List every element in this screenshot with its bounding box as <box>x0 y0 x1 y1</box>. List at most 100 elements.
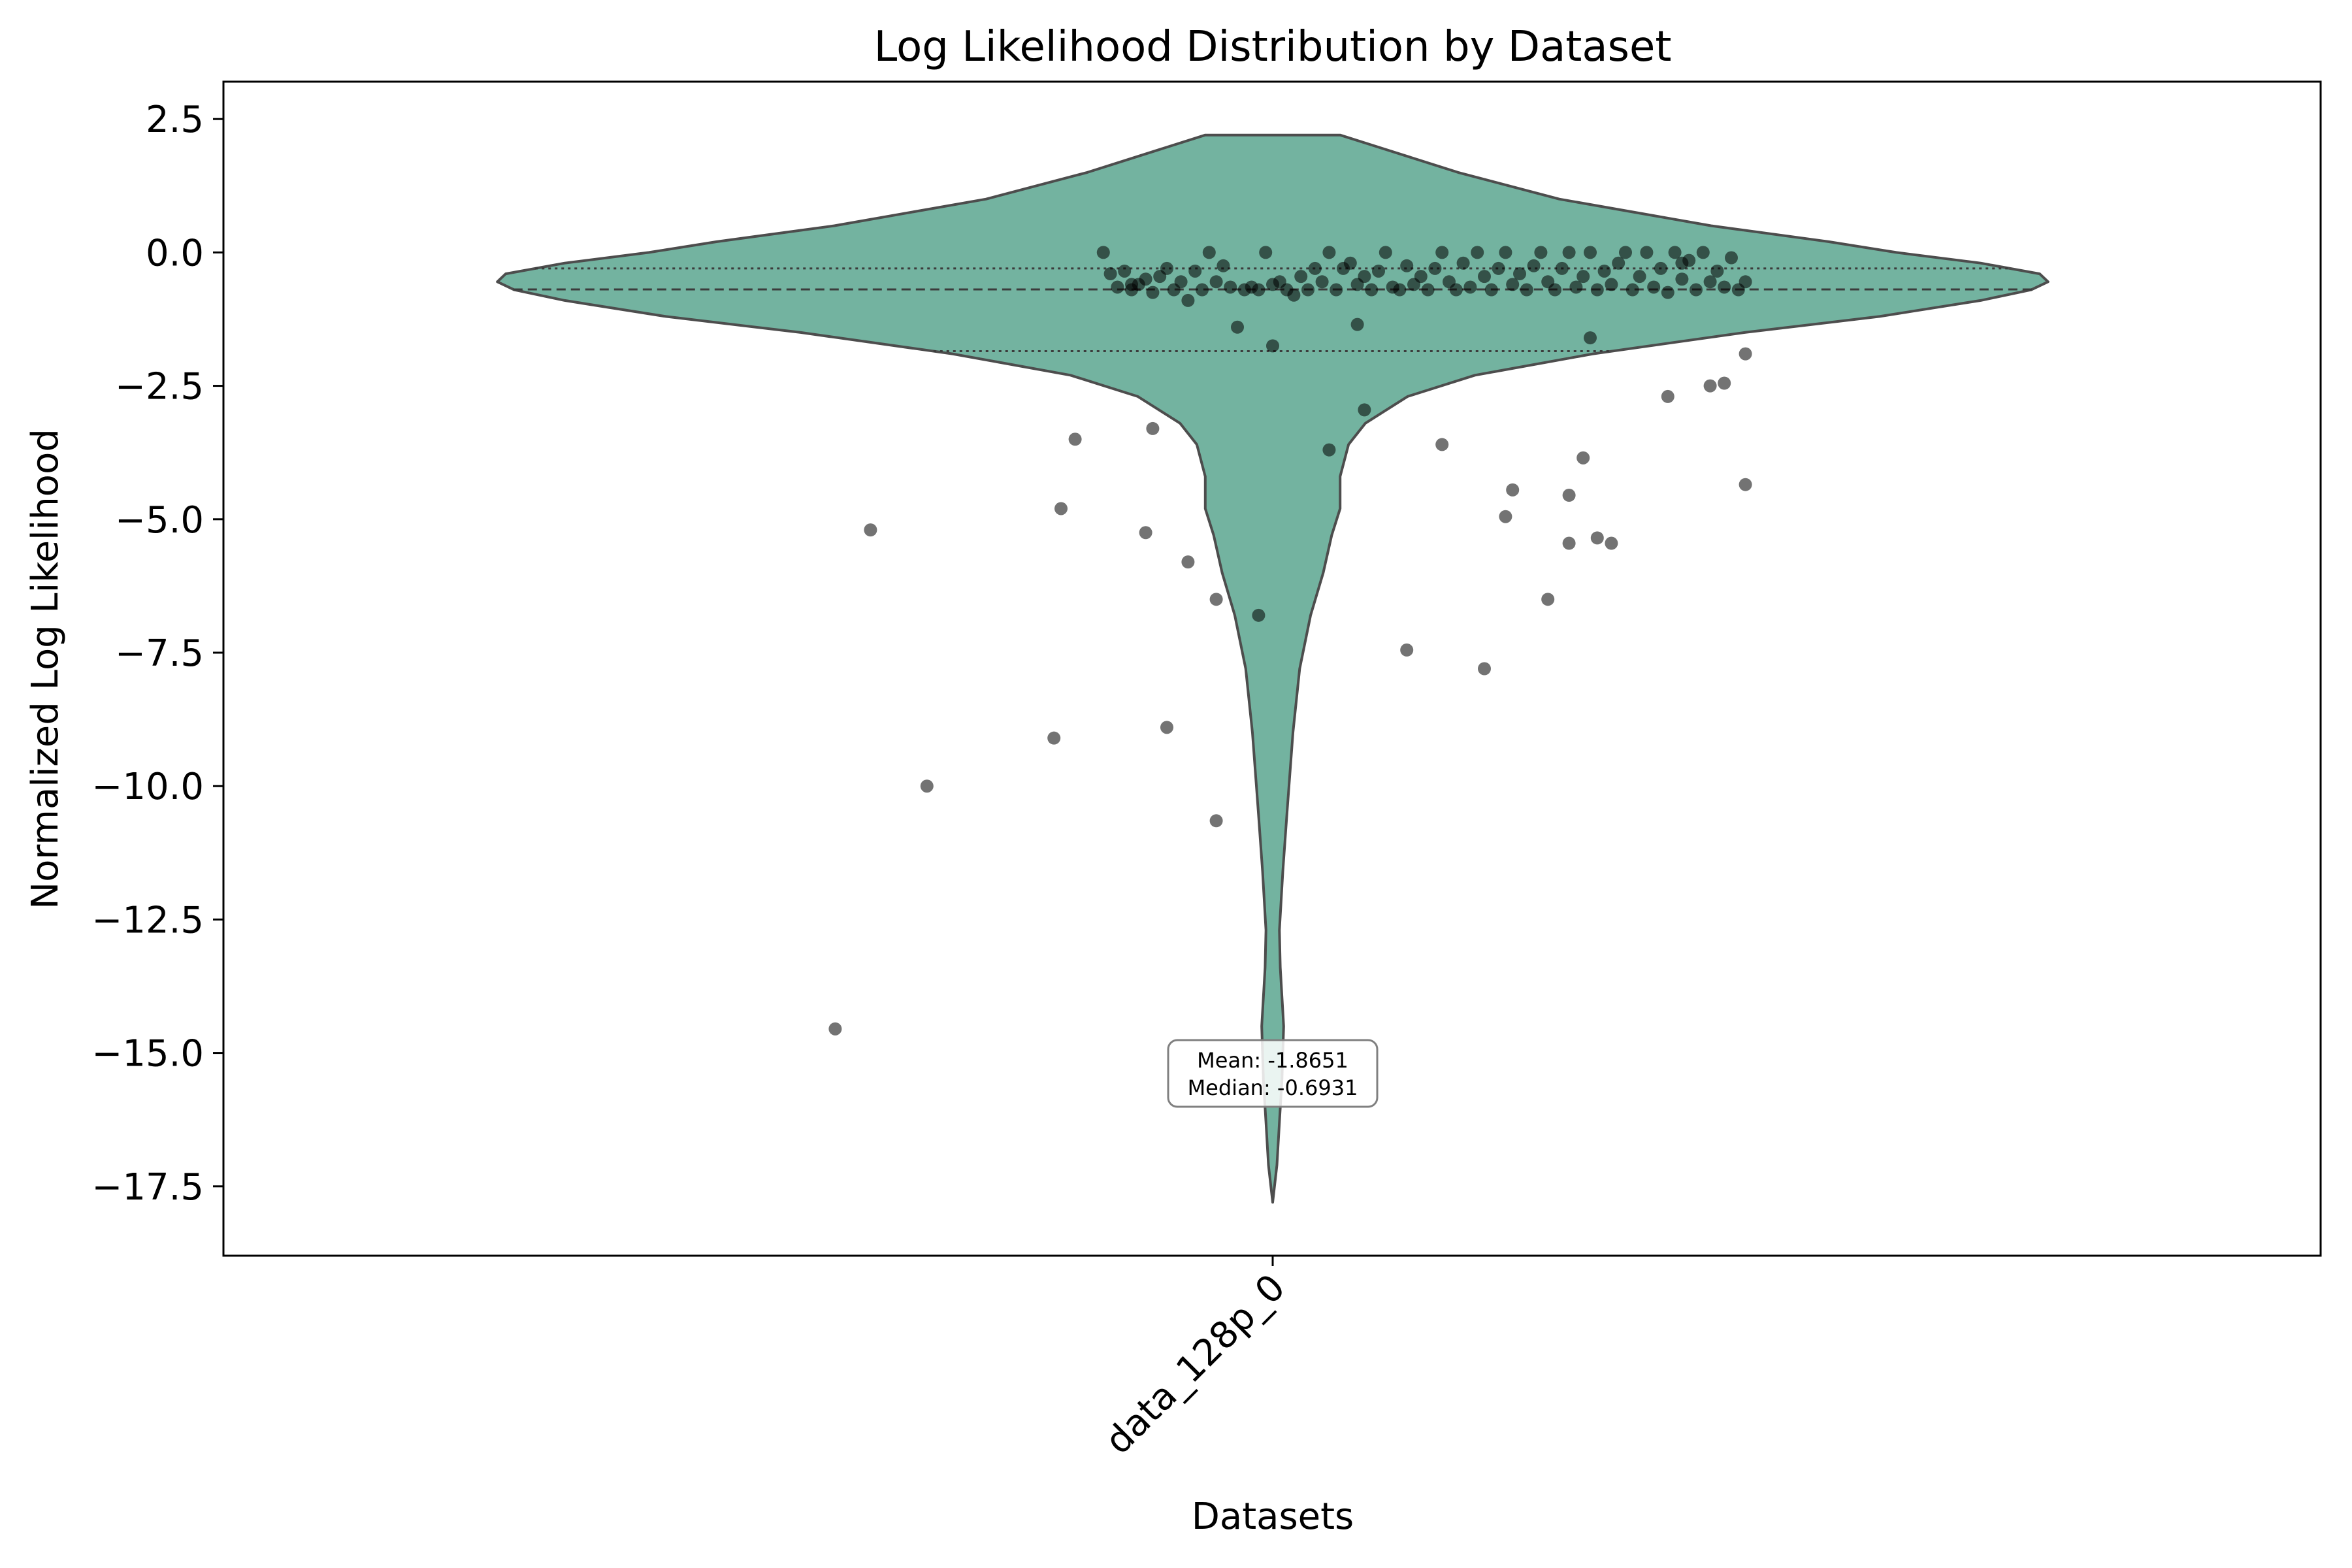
data-point <box>1322 443 1336 457</box>
data-point <box>1111 280 1124 294</box>
data-point <box>1690 283 1703 297</box>
data-point <box>1541 593 1555 606</box>
data-point <box>1703 379 1717 393</box>
data-point <box>1576 270 1590 284</box>
data-point <box>828 1022 842 1036</box>
data-point <box>1181 293 1195 307</box>
data-point <box>1605 278 1618 291</box>
y-tick-label: 0.0 <box>146 232 204 274</box>
data-point <box>1534 246 1548 259</box>
data-point <box>1188 264 1202 278</box>
data-point <box>1499 246 1512 259</box>
data-point <box>1301 283 1315 297</box>
data-point <box>1569 280 1583 294</box>
data-point <box>1456 256 1470 270</box>
data-point <box>1209 275 1223 289</box>
mean-annotation: Mean: -1.8651 <box>1197 1048 1348 1073</box>
data-point <box>1739 478 1752 491</box>
y-tick-label: −5.0 <box>115 499 204 542</box>
data-point <box>1103 267 1117 281</box>
data-point <box>1224 280 1237 294</box>
data-point <box>1548 283 1561 297</box>
data-point <box>1463 280 1477 294</box>
data-point <box>1562 489 1576 502</box>
data-point <box>1393 283 1407 297</box>
data-point <box>1343 256 1357 270</box>
y-tick-label: −12.5 <box>91 899 204 941</box>
data-point <box>1584 331 1597 345</box>
data-point <box>1739 275 1752 289</box>
data-point <box>1372 264 1385 278</box>
data-point <box>1252 608 1266 622</box>
data-point <box>1358 270 1371 284</box>
data-point <box>1710 264 1724 278</box>
data-point <box>1492 261 1505 275</box>
data-point <box>1725 251 1738 265</box>
data-point <box>1478 270 1491 284</box>
data-point <box>1584 246 1597 259</box>
y-tick-label: −10.0 <box>91 766 204 808</box>
data-point <box>1414 270 1428 284</box>
data-point <box>1266 339 1279 353</box>
y-tick-label: −17.5 <box>91 1166 204 1209</box>
data-point <box>1350 318 1364 331</box>
data-point <box>1625 283 1639 297</box>
data-point <box>1139 526 1152 540</box>
data-point <box>1365 283 1379 297</box>
data-point <box>1209 814 1223 828</box>
data-point <box>1315 275 1329 289</box>
data-point <box>1506 278 1520 291</box>
median-annotation: Median: -0.6931 <box>1188 1075 1358 1100</box>
data-point <box>1633 270 1646 284</box>
data-point <box>1499 510 1512 523</box>
data-point <box>1217 259 1230 272</box>
data-point <box>1478 662 1491 676</box>
data-point <box>1590 531 1604 545</box>
data-point <box>1174 275 1188 289</box>
data-point <box>1562 246 1576 259</box>
data-point <box>1160 721 1173 734</box>
data-point <box>1675 272 1689 286</box>
data-point <box>1125 278 1138 291</box>
data-point <box>1252 283 1266 297</box>
y-tick-label: −2.5 <box>115 366 204 408</box>
data-point <box>1209 593 1223 606</box>
y-axis-label: Normalized Log Likelihood <box>24 429 67 909</box>
chart-title: Log Likelihood Distribution by Dataset <box>874 23 1672 71</box>
data-point <box>1259 246 1273 259</box>
data-point <box>1358 403 1371 417</box>
x-axis: data_128p_0 <box>1097 1256 1294 1463</box>
data-point <box>1400 643 1414 657</box>
data-point <box>1576 451 1590 465</box>
data-point <box>1202 246 1216 259</box>
data-point <box>1612 256 1625 270</box>
data-point <box>1054 502 1068 515</box>
data-point <box>1661 389 1674 403</box>
y-tick-label: 2.5 <box>146 99 204 141</box>
data-point <box>1428 261 1442 275</box>
violin-body <box>496 133 2050 1204</box>
stats-annotation-box <box>1167 1039 1379 1108</box>
data-point <box>1146 421 1160 435</box>
data-point <box>1661 286 1674 299</box>
quartile-layer <box>513 267 2033 352</box>
data-point <box>1555 261 1569 275</box>
data-point <box>1294 270 1308 284</box>
data-point <box>1484 283 1498 297</box>
data-point <box>1231 320 1244 334</box>
data-point <box>1654 261 1667 275</box>
data-point <box>1562 536 1576 550</box>
data-point <box>1471 246 1484 259</box>
data-point <box>1435 246 1449 259</box>
points-layer <box>828 246 1752 1036</box>
data-point <box>1605 536 1618 550</box>
data-point <box>1435 438 1449 451</box>
data-point <box>1096 246 1110 259</box>
data-point <box>920 779 934 793</box>
data-point <box>1139 272 1152 286</box>
data-point <box>1421 283 1435 297</box>
data-point <box>1597 264 1611 278</box>
